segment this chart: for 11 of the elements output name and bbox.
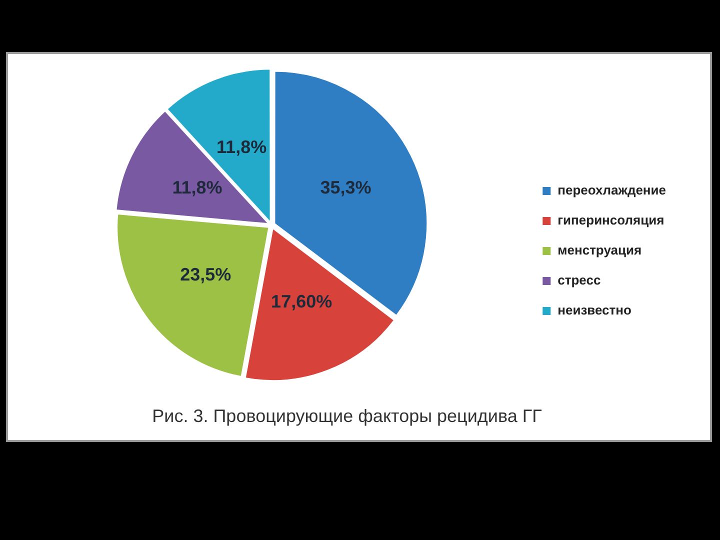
legend-label: неизвестно <box>558 302 632 318</box>
data-label: 23,5% <box>180 264 232 284</box>
data-label: 11,8% <box>172 177 222 198</box>
legend-label: переохлаждение <box>558 182 666 198</box>
data-label: 11,8% <box>216 136 267 157</box>
legend-label: менструация <box>558 242 642 258</box>
legend-label: гиперинсоляция <box>558 212 664 228</box>
legend-label: стресс <box>558 272 601 288</box>
text: Рис. 3. Провоцирующие факторы рецидива ГГ <box>152 406 542 426</box>
data-label: 35,3% <box>320 177 372 198</box>
data-label: 17,60% <box>271 291 332 312</box>
